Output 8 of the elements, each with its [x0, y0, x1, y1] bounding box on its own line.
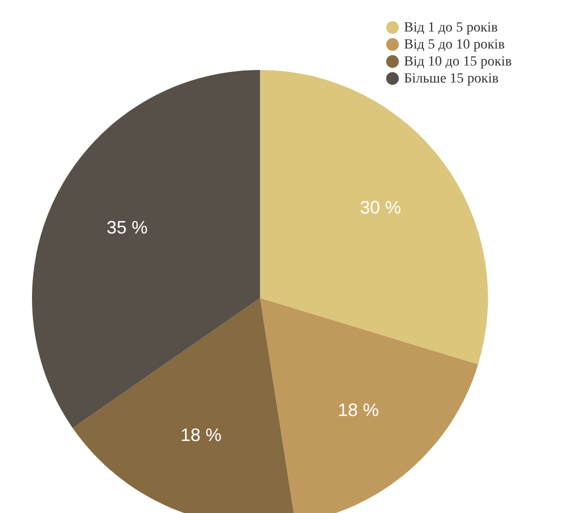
data-label: 30 %	[360, 198, 402, 218]
legend-label: Від 5 до 10 років	[404, 38, 506, 52]
data-label: 35 %	[106, 217, 148, 238]
data-label: 18 %	[338, 400, 379, 420]
legend-label: Від 1 до 5 років	[404, 20, 498, 36]
legend-label: Більше 15 років	[404, 72, 499, 86]
legend-label: Від 10 до 15 років	[404, 54, 512, 70]
data-label: 18 %	[180, 424, 222, 445]
